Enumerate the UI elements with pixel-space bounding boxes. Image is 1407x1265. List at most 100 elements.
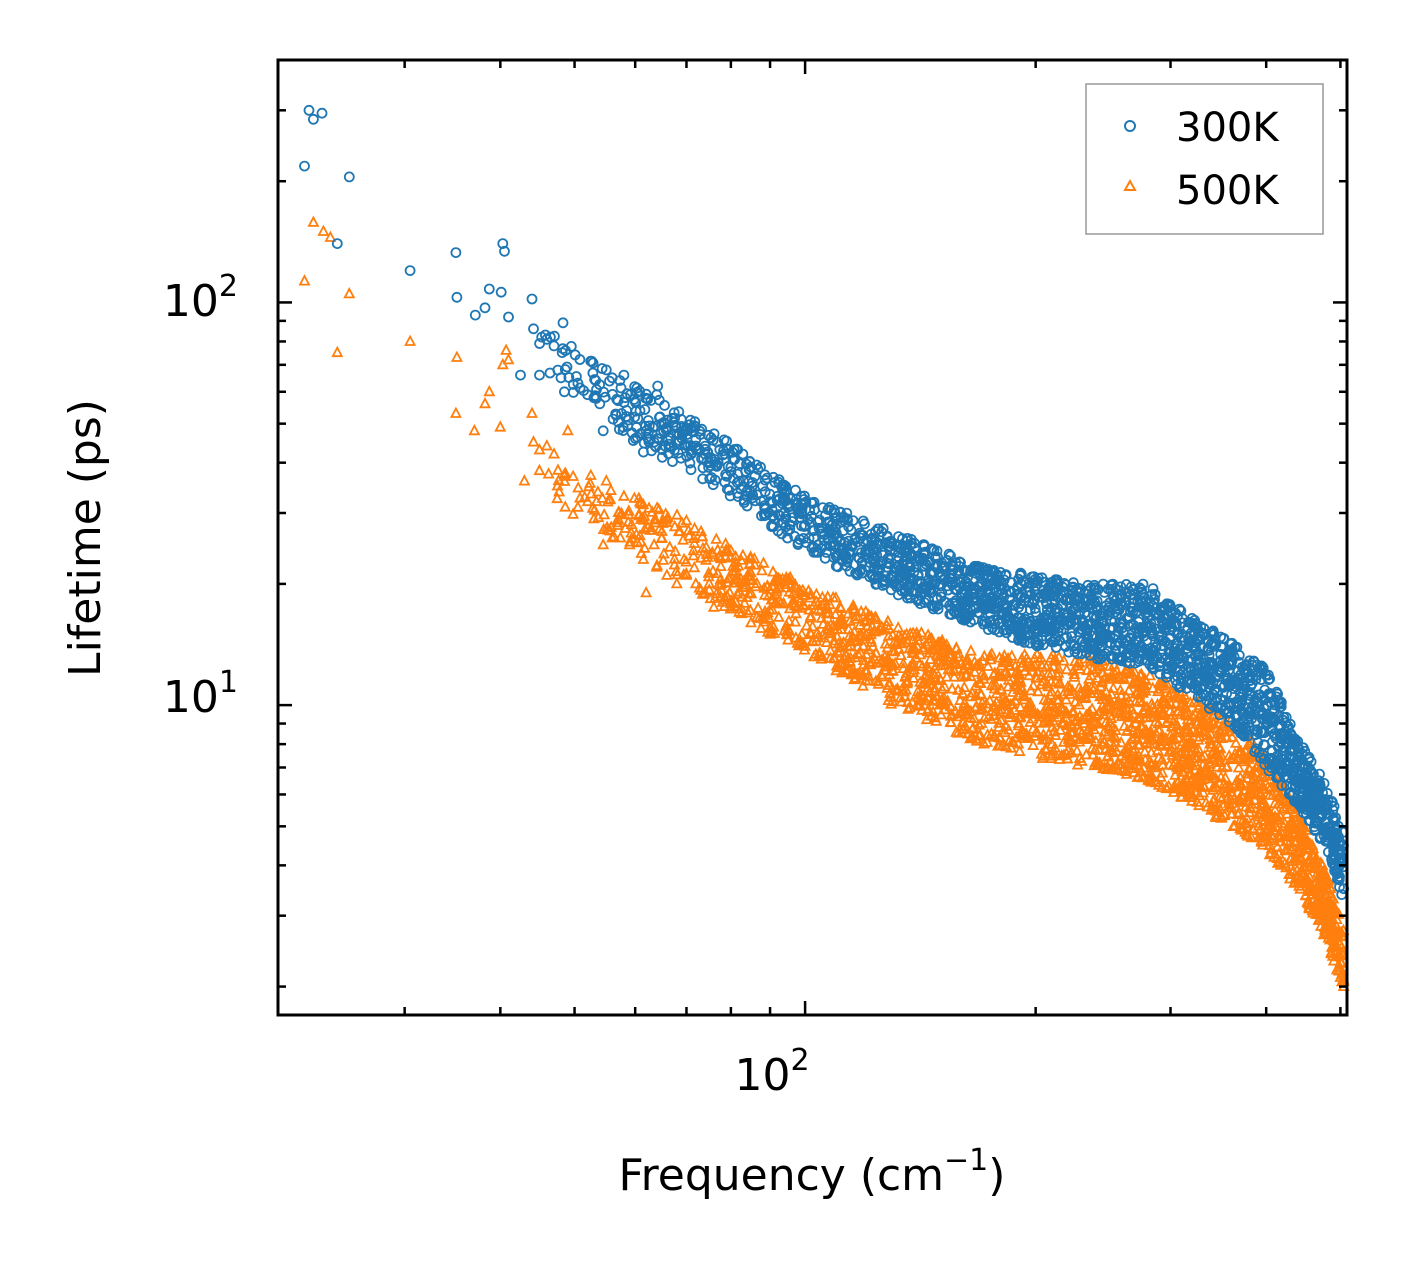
point-500k [1254, 760, 1267, 773]
point-300k [307, 113, 319, 125]
point-500k [1189, 786, 1202, 798]
point-500k [1088, 680, 1101, 692]
point-300k [572, 377, 584, 389]
point-300k [741, 500, 753, 512]
point-300k [1009, 585, 1020, 596]
point-300k [958, 608, 969, 620]
point-500k [1034, 650, 1047, 663]
point-500k [660, 512, 673, 524]
point-500k [1032, 684, 1044, 697]
point-300k [1171, 679, 1183, 690]
point-500k [602, 523, 614, 535]
point-500k [854, 628, 867, 640]
point-300k [963, 594, 974, 606]
point-500k [657, 553, 670, 565]
point-300k [890, 546, 901, 557]
point-500k [1100, 742, 1113, 754]
point-300k [1183, 632, 1194, 644]
point-500k [1000, 706, 1013, 718]
point-500k [927, 643, 939, 655]
point-500k [561, 423, 574, 436]
point-300k [634, 405, 646, 417]
point-300k [659, 399, 670, 411]
point-300k [719, 476, 731, 488]
point-500k [551, 491, 564, 504]
point-500k [959, 657, 972, 669]
point-500k [1240, 767, 1253, 779]
point-500k [933, 650, 946, 662]
point-300k [497, 238, 509, 250]
point-500k [822, 622, 835, 634]
point-500k [1189, 751, 1202, 763]
point-500k [981, 727, 994, 740]
point-500k [1111, 698, 1124, 710]
point-500k [1133, 694, 1146, 707]
y-tick-label-100: 102 [163, 269, 238, 327]
point-500k [881, 681, 894, 693]
point-300k [799, 519, 811, 531]
point-500k [870, 646, 882, 658]
point-300k [1272, 741, 1284, 753]
point-300k [1191, 621, 1203, 633]
point-500k [526, 406, 538, 418]
point-500k [500, 343, 513, 355]
point-500k [1280, 833, 1293, 846]
point-300k [561, 361, 573, 373]
point-500k [783, 601, 796, 614]
point-500k [1013, 744, 1026, 756]
point-300k [946, 564, 958, 576]
point-500k [820, 599, 833, 611]
point-500k [944, 699, 957, 712]
point-500k [1278, 856, 1291, 869]
point-500k [865, 635, 878, 647]
point-500k [1216, 731, 1228, 743]
point-300k [1117, 617, 1129, 629]
point-500k [910, 639, 923, 651]
point-500k [1109, 731, 1122, 743]
point-300k [1192, 691, 1204, 703]
point-500k [1140, 724, 1153, 737]
point-500k [1094, 704, 1106, 716]
point-500k [553, 485, 566, 497]
point-500k [837, 635, 850, 648]
point-500k [1020, 651, 1033, 663]
point-500k [670, 576, 683, 589]
point-300k [976, 592, 987, 603]
point-300k [1020, 624, 1032, 635]
point-500k [700, 553, 712, 565]
point-300k [343, 171, 355, 183]
point-300k [1107, 622, 1119, 634]
point-500k [1174, 707, 1187, 719]
point-300k [956, 592, 967, 604]
point-300k [1153, 634, 1165, 646]
point-500k [759, 608, 771, 620]
point-500k [1032, 716, 1045, 728]
point-300k [469, 309, 481, 321]
point-300k [1224, 648, 1235, 660]
point-500k [559, 500, 572, 512]
point-500k [791, 600, 804, 612]
point-500k [582, 479, 595, 492]
point-300k [918, 539, 929, 550]
point-500k [946, 682, 959, 694]
point-300k [1109, 639, 1121, 651]
point-300k [1176, 617, 1188, 629]
point-300k [559, 364, 571, 375]
point-500k [1042, 704, 1055, 716]
point-500k [886, 694, 899, 706]
point-300k [1094, 653, 1106, 665]
point-500k [922, 635, 935, 647]
point-500k [1002, 680, 1014, 692]
point-500k [632, 509, 645, 521]
point-500k [940, 670, 953, 682]
point-500k [1320, 914, 1333, 926]
point-300k [638, 446, 649, 458]
point-300k [790, 484, 801, 496]
point-500k [1265, 846, 1278, 858]
point-500k [1080, 747, 1093, 760]
point-500k [585, 487, 598, 499]
point-500k [614, 531, 627, 543]
point-500k [1300, 843, 1313, 855]
point-500k [1102, 698, 1115, 710]
point-300k [1310, 787, 1321, 798]
